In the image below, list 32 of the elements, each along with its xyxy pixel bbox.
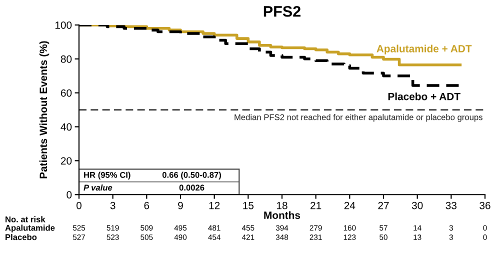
annotation: P value (84, 184, 112, 191)
x-tick-label: 33 (446, 202, 457, 210)
text: Placebo (6, 234, 37, 240)
ref-line-label: Median PFS2 not reached for either apalutamide or placebo groups (234, 114, 482, 122)
x-tick-label: 27 (378, 202, 389, 210)
y-axis-title: Patients Without Events (%) (39, 41, 50, 178)
x-tick-label: 6 (144, 202, 150, 210)
y-tick-label: 20 (60, 157, 72, 165)
x-tick-label: 18 (277, 202, 288, 210)
text: Apalutamide (5, 224, 55, 232)
annotation: HR (95% CI) (84, 172, 130, 180)
x-tick-label: 15 (243, 202, 254, 210)
y-tick-label: 80 (60, 55, 72, 63)
text: No. at risk (6, 216, 46, 222)
chart-title: PFS2 (264, 6, 300, 17)
x-tick-label: 3 (110, 202, 116, 210)
x-tick-label: 0 (76, 202, 82, 210)
y-tick-label: 0 (66, 191, 72, 198)
y-tick-label: 60 (61, 89, 72, 97)
x-tick-label: 12 (209, 202, 220, 210)
x-tick-label: 36 (480, 202, 490, 210)
annotation: 0.66 (0.50-0.87) (162, 172, 222, 180)
y-tick-label: 100 (55, 21, 72, 29)
y-tick-label: 40 (60, 123, 72, 131)
x-tick-label: 30 (412, 202, 423, 210)
x-tick-label: 9 (178, 202, 183, 210)
x-tick-label: 21 (310, 202, 322, 210)
series-label: Placebo + ADT (388, 92, 460, 100)
series-label: Apalutamide + ADT (376, 44, 472, 54)
x-axis-title: Months (264, 211, 300, 219)
annotation: 0.0026 (179, 184, 204, 191)
x-tick-label: 24 (344, 202, 356, 210)
